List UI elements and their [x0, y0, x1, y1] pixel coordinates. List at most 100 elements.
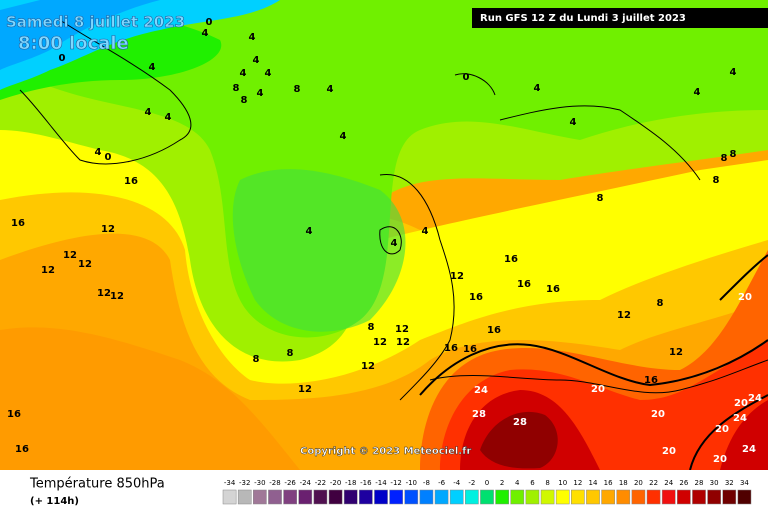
- legend-swatch: [586, 489, 600, 505]
- legend-tick-label: 18: [619, 479, 628, 487]
- contour-label: 4: [391, 238, 398, 249]
- contour-label: 8: [657, 298, 664, 309]
- legend-swatch: [540, 489, 555, 505]
- legend-tick-label: 0: [485, 479, 489, 487]
- legend-tick-label: -10: [406, 479, 417, 487]
- contour-label: 8: [368, 322, 375, 333]
- contour-label: 4: [145, 107, 152, 118]
- contour-label: 0: [206, 17, 213, 28]
- legend-swatch: [525, 489, 540, 505]
- legend-swatch: [692, 489, 706, 505]
- footer-title: Température 850hPa: [29, 477, 165, 492]
- legend-tick-label: 30: [710, 479, 719, 487]
- contour-label: 0: [59, 53, 66, 64]
- legend-tick-label: -24: [300, 479, 312, 487]
- contour-label: 4: [306, 226, 313, 237]
- contour-label: 8: [730, 149, 737, 160]
- contour-label: 24: [742, 444, 756, 455]
- contour-label: 20: [713, 454, 727, 465]
- contour-label: 16: [517, 279, 531, 290]
- legend-tick-label: -16: [360, 479, 372, 487]
- legend-tick-label: 16: [604, 479, 613, 487]
- legend-tick-label: 26: [679, 479, 688, 487]
- legend-swatch: [722, 489, 737, 505]
- legend-tick-label: -8: [423, 479, 430, 487]
- legend-swatch: [283, 489, 297, 505]
- legend-tick-label: 20: [634, 479, 643, 487]
- legend-swatch: [737, 489, 752, 505]
- contour-label: 4: [149, 62, 156, 73]
- legend-swatch: [631, 489, 646, 505]
- legend-tick-label: -26: [284, 479, 296, 487]
- legend-swatch: [404, 489, 419, 505]
- legend-tick-label: 22: [649, 479, 658, 487]
- contour-label: 16: [463, 344, 477, 355]
- legend-tick-label: -30: [254, 479, 265, 487]
- legend-tick-label: 10: [558, 479, 567, 487]
- contour-label: 8: [294, 84, 301, 95]
- contour-label: 8: [253, 354, 260, 365]
- legend-swatch: [434, 489, 449, 505]
- contour-label: 4: [694, 87, 701, 98]
- contour-label: 4: [327, 84, 334, 95]
- contour-label: 4: [253, 55, 260, 66]
- legend-swatch: [707, 489, 721, 505]
- contour-label: 16: [546, 284, 560, 295]
- legend-swatch: [268, 489, 282, 505]
- time-text: 8:00 locale: [18, 33, 129, 54]
- coastlines: [19, 19, 768, 471]
- contour-label: 4: [249, 32, 256, 43]
- contour-label: 20: [734, 398, 748, 409]
- legend-swatch: [313, 489, 328, 505]
- legend-swatch: [359, 489, 373, 505]
- contour-label: 4: [165, 112, 172, 123]
- legend-tick-label: 14: [589, 479, 598, 487]
- contour-label: 16: [11, 218, 25, 229]
- legend-swatch: [298, 489, 313, 505]
- contour-label: 12: [110, 291, 124, 302]
- contour-label: 4: [730, 67, 737, 78]
- contour-label: 24: [733, 413, 747, 424]
- legend-swatch: [343, 489, 358, 505]
- legend-tick-label: -14: [375, 479, 387, 487]
- legend: -34 -32 -30 -28 -26 -24 -22 -20 -18 -16 -14 -12 -10-…: [222, 479, 752, 505]
- temperature-field: [0, 0, 768, 470]
- legend-swatch: [374, 489, 388, 505]
- legend-swatch: [661, 489, 676, 505]
- legend-swatch: [389, 489, 403, 505]
- legend-swatch: [510, 489, 525, 505]
- legend-tick-label: 24: [664, 479, 673, 487]
- contour-label: 20: [651, 409, 665, 420]
- contour-label: 0: [105, 152, 112, 163]
- legend-tick-label: 32: [725, 479, 734, 487]
- contour-label: 12: [361, 361, 375, 372]
- contour-label: 28: [472, 409, 486, 420]
- contour-label: 16: [15, 444, 29, 455]
- contour-label: 20: [738, 292, 752, 303]
- contour-label: 16: [487, 325, 501, 336]
- contour-label: 16: [444, 343, 458, 354]
- copyright: Copyright © 2023 Meteociel.fr: [300, 446, 471, 457]
- legend-swatch: [646, 489, 661, 505]
- contour-label: 24: [748, 393, 762, 404]
- contour-label: 8: [233, 83, 240, 94]
- contour-label: 16: [644, 375, 658, 386]
- legend-tick-label: -18: [345, 479, 356, 487]
- contour-label: 4: [202, 28, 209, 39]
- footer-lead: (+ 114h): [30, 496, 79, 507]
- legend-swatch: [555, 489, 570, 505]
- legend-swatch: [616, 489, 631, 505]
- legend-tick-label: -28: [269, 479, 280, 487]
- contour-label: 4: [265, 68, 272, 79]
- contour-label: 12: [298, 384, 312, 395]
- contour-label: 12: [396, 337, 410, 348]
- legend-swatch: [677, 489, 691, 505]
- contour-label: 20: [715, 424, 729, 435]
- legend-tick-label: -6: [438, 479, 446, 487]
- legend-tick-label: -20: [330, 479, 341, 487]
- legend-tick-label: 4: [515, 479, 520, 487]
- legend-tick-label: 8: [545, 479, 549, 487]
- run-text: Run GFS 12 Z du Lundi 3 juillet 2023: [480, 13, 686, 24]
